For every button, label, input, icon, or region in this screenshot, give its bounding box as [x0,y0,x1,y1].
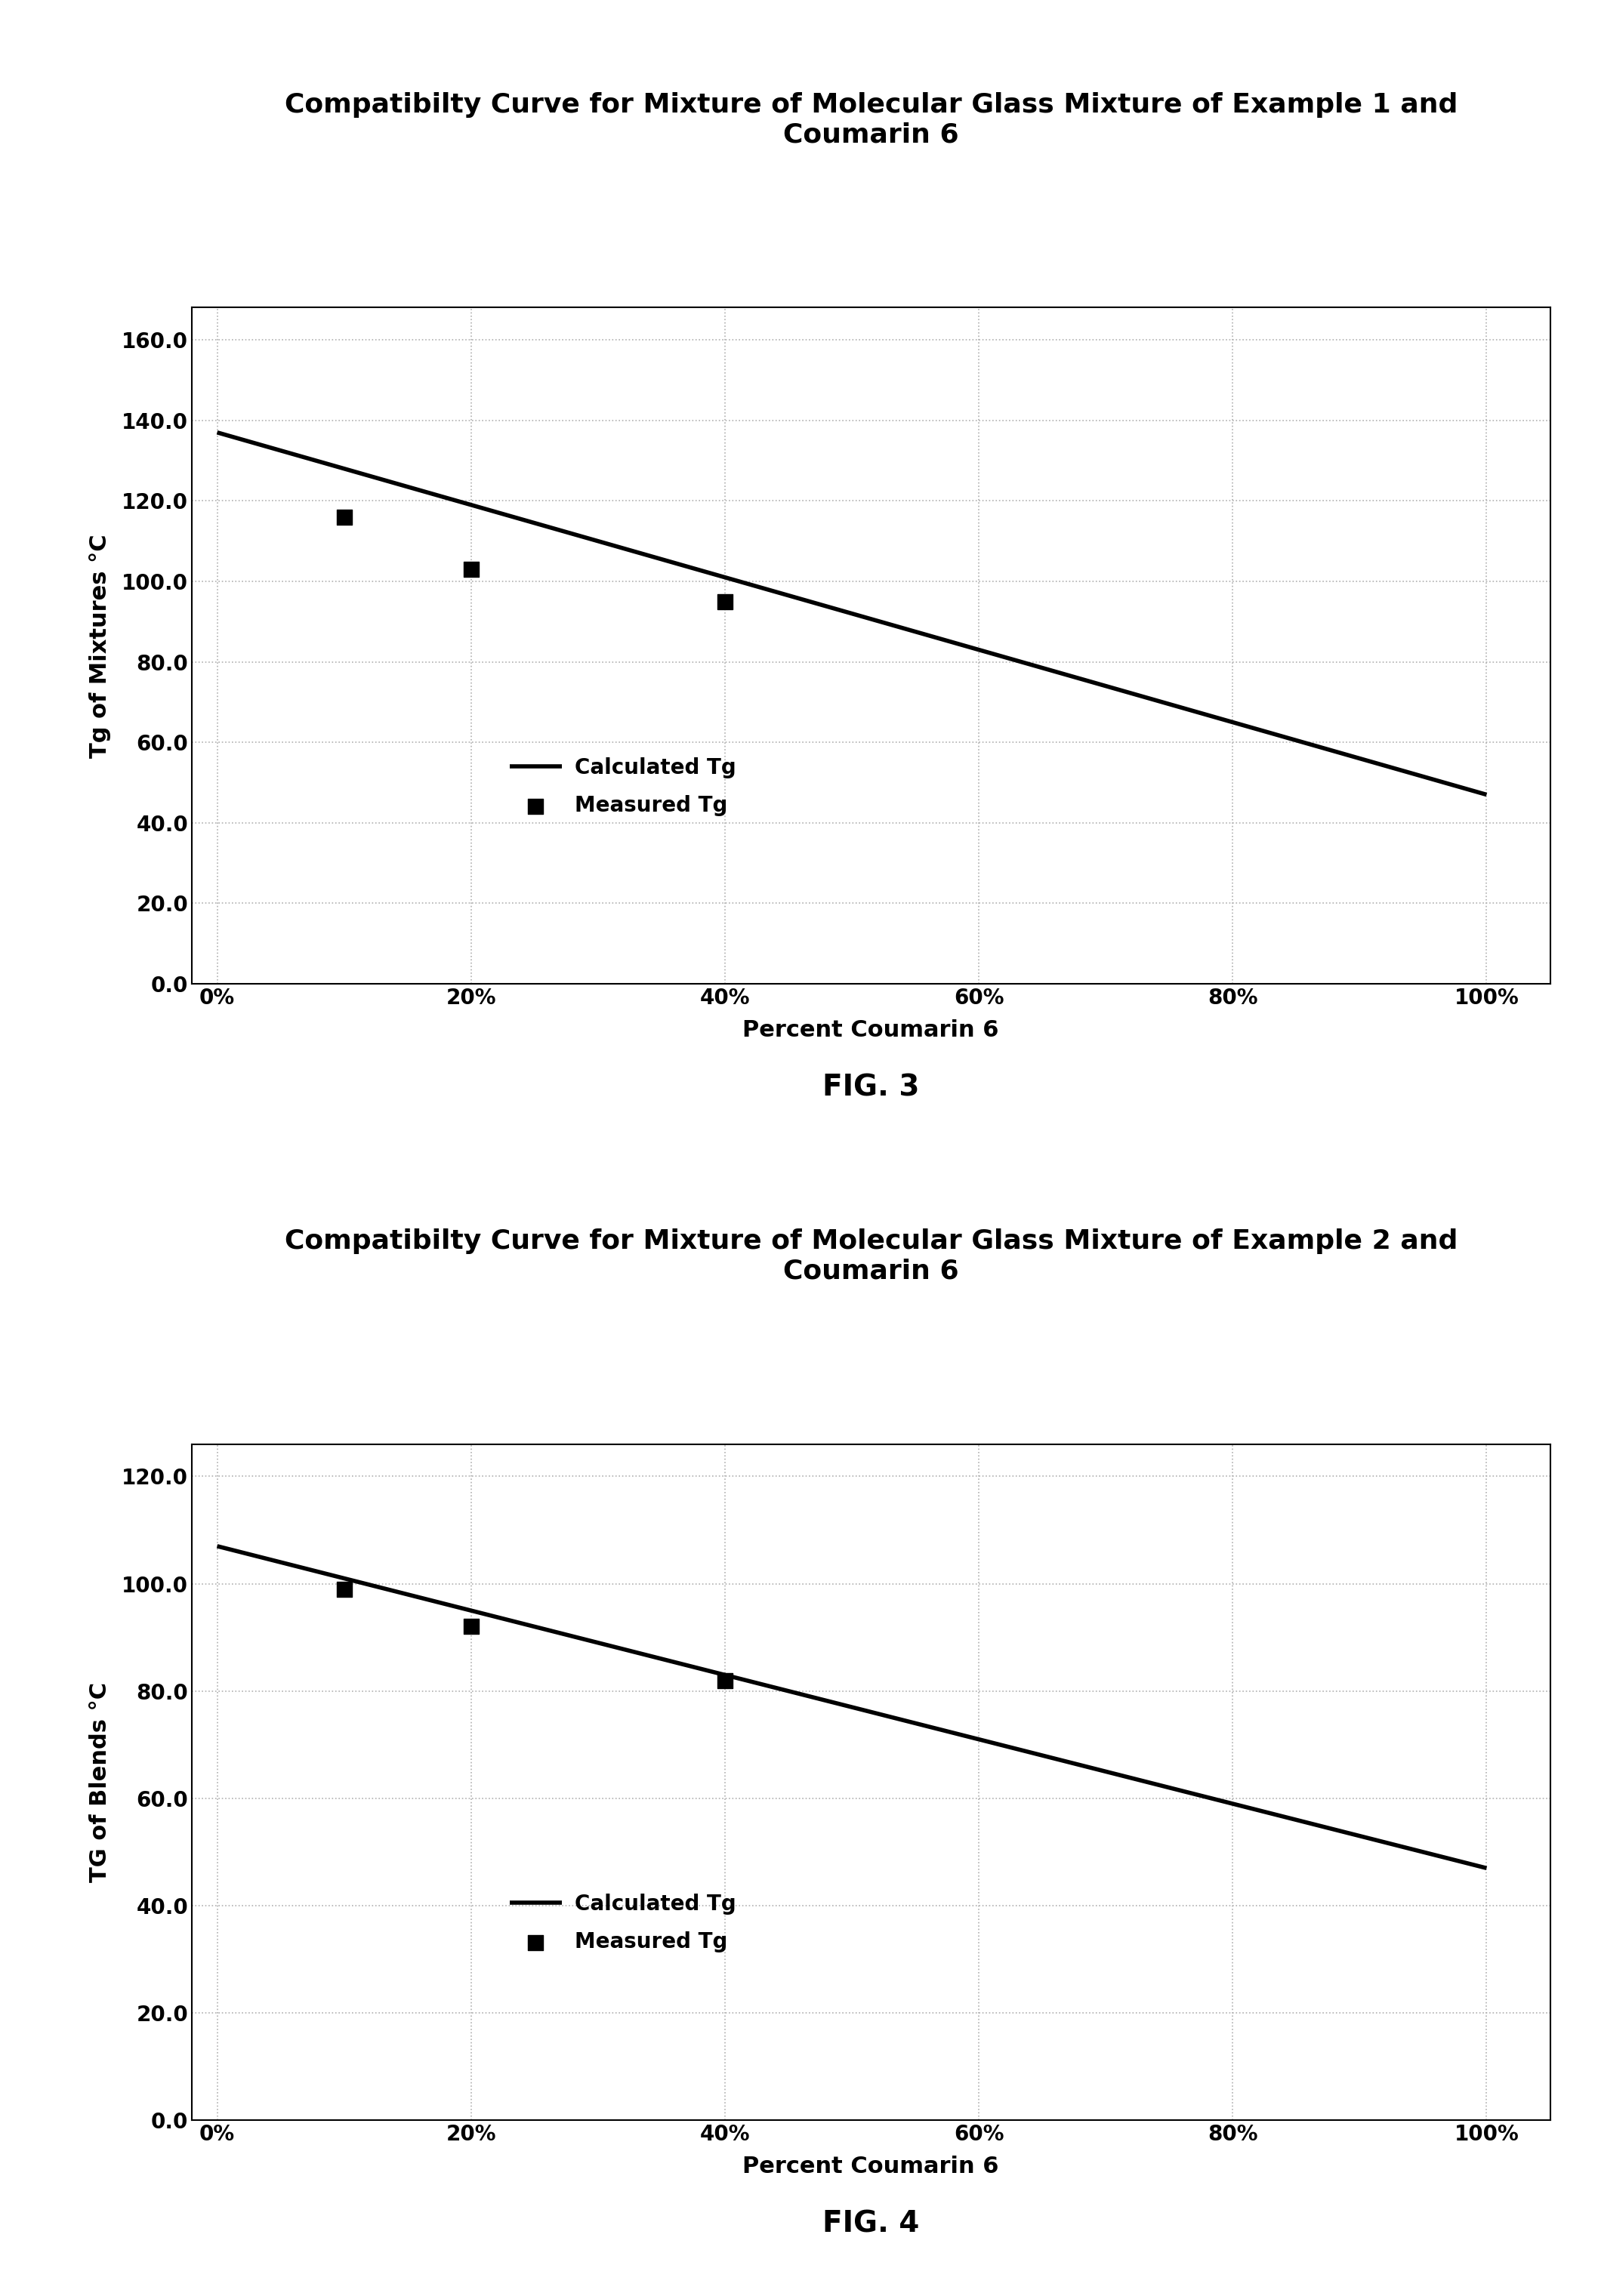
Text: Compatibilty Curve for Mixture of Molecular Glass Mixture of Example 2 and
Couma: Compatibilty Curve for Mixture of Molecu… [284,1228,1457,1283]
Measured Tg [459,551,484,588]
Y-axis label: Tg of Mixtures °C: Tg of Mixtures °C [89,533,112,758]
Measured Tg [331,498,356,535]
Text: FIG. 4: FIG. 4 [823,2211,919,2239]
Measured Tg [331,1570,356,1607]
Text: FIG. 3: FIG. 3 [823,1075,919,1102]
Legend: Calculated Tg, Measured Tg: Calculated Tg, Measured Tg [502,1885,745,1961]
Measured Tg [459,1607,484,1644]
X-axis label: Percent Coumarin 6: Percent Coumarin 6 [743,2156,999,2177]
Y-axis label: TG of Blends °C: TG of Blends °C [89,1683,112,1883]
Text: Compatibilty Curve for Mixture of Molecular Glass Mixture of Example 1 and
Couma: Compatibilty Curve for Mixture of Molecu… [284,92,1457,147]
Legend: Calculated Tg, Measured Tg: Calculated Tg, Measured Tg [502,748,745,824]
X-axis label: Percent Coumarin 6: Percent Coumarin 6 [743,1019,999,1040]
Measured Tg [713,583,738,620]
Measured Tg [713,1662,738,1699]
